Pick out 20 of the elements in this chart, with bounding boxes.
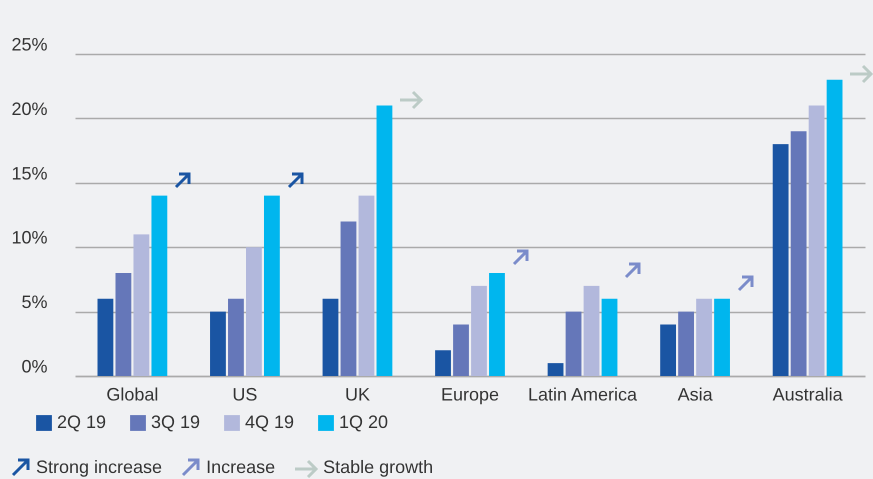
x-tick-label: Global bbox=[106, 384, 158, 404]
y-tick-label: 15% bbox=[11, 163, 48, 184]
y-tick-label: 5% bbox=[21, 292, 48, 312]
x-tick-label: Asia bbox=[678, 384, 714, 404]
y-tick-label: 10% bbox=[11, 228, 48, 248]
text: Increase bbox=[206, 456, 276, 478]
y-tick-label: 0% bbox=[21, 356, 48, 376]
text: Strong increase bbox=[36, 456, 162, 478]
legend-label: 4Q 19 bbox=[245, 412, 294, 432]
text: Stable growth bbox=[323, 456, 434, 478]
legend-label: 1Q 20 bbox=[339, 412, 388, 432]
legend-label: 2Q 19 bbox=[57, 412, 106, 432]
x-tick-label: Europe bbox=[440, 384, 500, 404]
y-tick-label: 20% bbox=[11, 98, 48, 119]
y-tick-label: 25% bbox=[11, 34, 48, 54]
legend-label: 3Q 19 bbox=[151, 412, 200, 432]
x-tick-label: US bbox=[232, 384, 258, 404]
x-tick-label: UK bbox=[344, 384, 370, 404]
x-tick-label: Australia bbox=[772, 384, 844, 404]
x-tick-label: Latin America bbox=[528, 384, 638, 404]
